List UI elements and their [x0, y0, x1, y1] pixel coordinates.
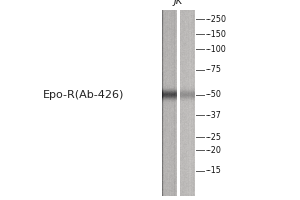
Text: --75: --75	[206, 65, 221, 74]
Text: --100: --100	[206, 45, 226, 54]
Text: --50: --50	[206, 90, 221, 99]
Text: --25: --25	[206, 133, 221, 142]
Text: JK: JK	[174, 0, 183, 6]
Text: --37: --37	[206, 111, 221, 120]
Text: --20: --20	[206, 146, 221, 155]
Text: --250: --250	[206, 15, 226, 24]
Text: --150: --150	[206, 30, 226, 39]
Text: Epo-R(Ab-426): Epo-R(Ab-426)	[43, 90, 125, 100]
Text: --15: --15	[206, 166, 221, 175]
